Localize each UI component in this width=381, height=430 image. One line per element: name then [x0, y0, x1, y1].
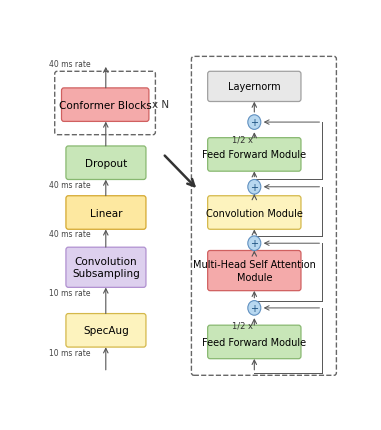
Text: x N: x N — [152, 100, 170, 110]
Text: Multi-Head Self Attention
Module: Multi-Head Self Attention Module — [193, 260, 316, 282]
Text: +: + — [250, 118, 258, 128]
FancyBboxPatch shape — [66, 196, 146, 230]
Text: Convolution Module: Convolution Module — [206, 208, 303, 218]
Text: 10 ms rate: 10 ms rate — [49, 288, 91, 297]
Text: SpecAug: SpecAug — [83, 326, 129, 335]
FancyBboxPatch shape — [208, 138, 301, 172]
Text: Conformer Blocks: Conformer Blocks — [59, 101, 152, 111]
Text: 40 ms rate: 40 ms rate — [49, 230, 91, 239]
Text: 10 ms rate: 10 ms rate — [49, 348, 91, 357]
Text: +: + — [250, 182, 258, 192]
Text: 1/2 x: 1/2 x — [232, 135, 253, 144]
Text: Feed Forward Module: Feed Forward Module — [202, 337, 306, 347]
Text: Linear: Linear — [90, 208, 122, 218]
Circle shape — [248, 180, 261, 195]
Text: Feed Forward Module: Feed Forward Module — [202, 150, 306, 160]
Text: +: + — [250, 303, 258, 313]
Text: 40 ms rate: 40 ms rate — [49, 180, 91, 189]
Circle shape — [248, 301, 261, 316]
Text: +: + — [250, 239, 258, 249]
Text: 40 ms rate: 40 ms rate — [49, 60, 91, 69]
Text: Convolution
Subsampling: Convolution Subsampling — [72, 256, 140, 279]
Text: 1/2 x: 1/2 x — [232, 321, 253, 330]
FancyBboxPatch shape — [208, 72, 301, 102]
Text: Layernorm: Layernorm — [228, 82, 281, 92]
Text: Dropout: Dropout — [85, 158, 127, 168]
FancyBboxPatch shape — [66, 147, 146, 180]
FancyBboxPatch shape — [66, 248, 146, 288]
Circle shape — [248, 116, 261, 130]
Circle shape — [248, 237, 261, 251]
FancyBboxPatch shape — [208, 251, 301, 291]
FancyBboxPatch shape — [208, 326, 301, 359]
FancyBboxPatch shape — [66, 314, 146, 347]
FancyBboxPatch shape — [61, 89, 149, 122]
FancyBboxPatch shape — [208, 196, 301, 230]
